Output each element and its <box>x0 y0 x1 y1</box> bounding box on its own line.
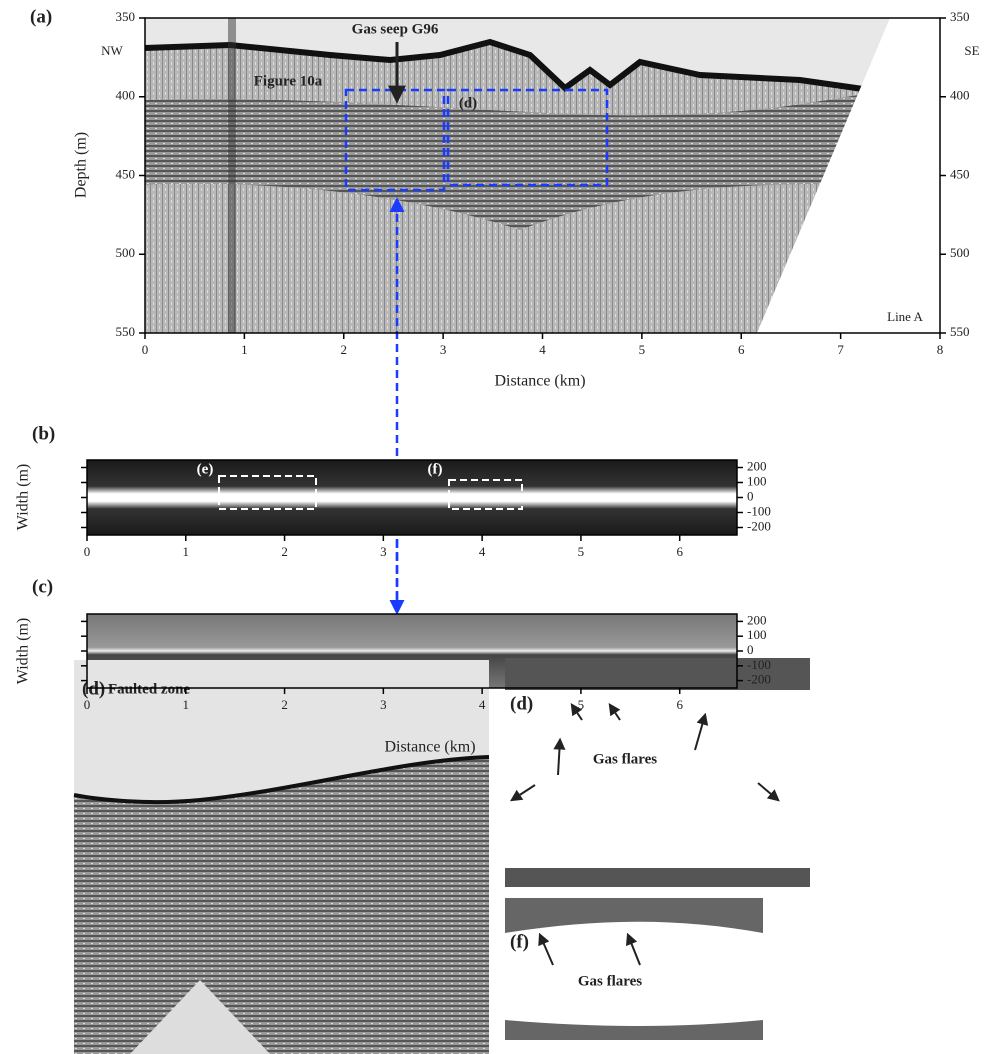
inset-d-image <box>505 658 810 887</box>
x-tick-label: 3 <box>380 697 387 712</box>
inset-f-image <box>505 898 763 1040</box>
y-tick-label: -200 <box>747 672 771 687</box>
y-tick-label: 450 <box>950 166 970 181</box>
x-tick-label: 4 <box>479 697 486 712</box>
y-tick-label: 550 <box>950 324 970 339</box>
annotation: Gas flares <box>578 973 642 989</box>
annotation: (d) <box>459 95 477 111</box>
y-tick-label: 200 <box>747 458 767 473</box>
annotation: NW <box>101 43 123 58</box>
x-tick-label: 6 <box>738 342 745 357</box>
panel-label: (b) <box>32 423 55 444</box>
x-tick-label: 2 <box>341 342 348 357</box>
y-tick-label: 550 <box>116 324 136 339</box>
y-tick-label: 400 <box>116 88 136 103</box>
annotation: Gas flares <box>593 751 657 767</box>
x-tick-label: 6 <box>676 697 683 712</box>
y-tick-label: 400 <box>950 88 970 103</box>
panel-label: (d) <box>82 678 105 699</box>
y-tick-label: 350 <box>950 9 970 24</box>
x-tick-label: 2 <box>281 697 288 712</box>
x-tick-label: 4 <box>479 544 486 559</box>
panel-label: (c) <box>32 576 53 597</box>
y-tick-label: -100 <box>747 657 771 672</box>
x-tick-label: 3 <box>440 342 447 357</box>
panel-label: (a) <box>30 6 52 27</box>
x-tick-label: 5 <box>578 544 585 559</box>
panel-label: (f) <box>510 931 529 952</box>
x-tick-label: 0 <box>84 697 91 712</box>
axis-label: Depth (m) <box>73 132 90 198</box>
x-tick-label: 0 <box>142 342 149 357</box>
x-tick-label: 1 <box>241 342 248 357</box>
y-tick-label: -100 <box>747 503 771 518</box>
x-tick-label: 3 <box>380 544 387 559</box>
x-tick-label: 4 <box>539 342 546 357</box>
y-tick-label: 350 <box>116 9 136 24</box>
axis-label: Width (m) <box>15 618 32 684</box>
x-tick-label: 2 <box>281 544 288 559</box>
annotation: (e) <box>197 461 214 477</box>
annotation: (f) <box>428 461 443 477</box>
x-tick-label: 7 <box>837 342 844 357</box>
y-tick-label: -200 <box>747 518 771 533</box>
x-tick-label: 8 <box>937 342 944 357</box>
panel-b-image <box>87 460 737 535</box>
y-tick-label: 100 <box>747 473 767 488</box>
y-tick-label: 0 <box>747 642 754 657</box>
y-tick-label: 450 <box>116 166 136 181</box>
panel-a-image <box>144 18 940 615</box>
panel-d-image <box>73 660 490 1054</box>
y-tick-label: 500 <box>116 245 136 260</box>
axis-label: Distance (km) <box>384 739 475 756</box>
x-tick-label: 6 <box>676 544 683 559</box>
panel-label: (d) <box>510 693 533 714</box>
x-tick-label: 1 <box>183 544 190 559</box>
panel-title: Faulted zone <box>108 681 190 697</box>
y-tick-label: 200 <box>747 612 767 627</box>
annotation: SE <box>964 43 979 58</box>
annotation: Figure 10a <box>254 73 323 89</box>
y-tick-label: 500 <box>950 245 970 260</box>
y-tick-label: 0 <box>747 488 754 503</box>
x-tick-label: 5 <box>578 697 585 712</box>
axis-label: Width (m) <box>15 464 32 530</box>
x-tick-label: 0 <box>84 544 91 559</box>
x-tick-label: 1 <box>183 697 190 712</box>
y-tick-label: 100 <box>747 627 767 642</box>
annotation: Line A <box>887 309 923 324</box>
annotation: Gas seep G96 <box>352 21 439 37</box>
axis-label: Distance (km) <box>494 373 585 390</box>
x-tick-label: 5 <box>639 342 646 357</box>
